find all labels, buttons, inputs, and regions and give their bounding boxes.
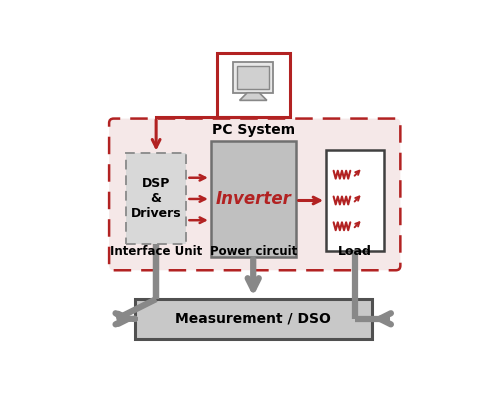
Text: Interface Unit: Interface Unit	[110, 245, 202, 258]
FancyBboxPatch shape	[109, 119, 401, 270]
FancyBboxPatch shape	[210, 141, 296, 256]
Text: Inverter: Inverter	[216, 190, 291, 208]
Text: Measurement / DSO: Measurement / DSO	[176, 312, 331, 326]
FancyBboxPatch shape	[326, 151, 384, 251]
FancyBboxPatch shape	[135, 299, 372, 338]
Polygon shape	[240, 93, 267, 100]
Text: Power circuit: Power circuit	[210, 245, 297, 258]
Text: DSP
&
Drivers: DSP & Drivers	[131, 177, 182, 221]
Text: PC System: PC System	[212, 123, 295, 136]
FancyBboxPatch shape	[237, 66, 270, 89]
FancyBboxPatch shape	[217, 53, 290, 117]
FancyBboxPatch shape	[126, 154, 186, 244]
FancyBboxPatch shape	[234, 63, 273, 93]
Text: Load: Load	[338, 245, 372, 258]
